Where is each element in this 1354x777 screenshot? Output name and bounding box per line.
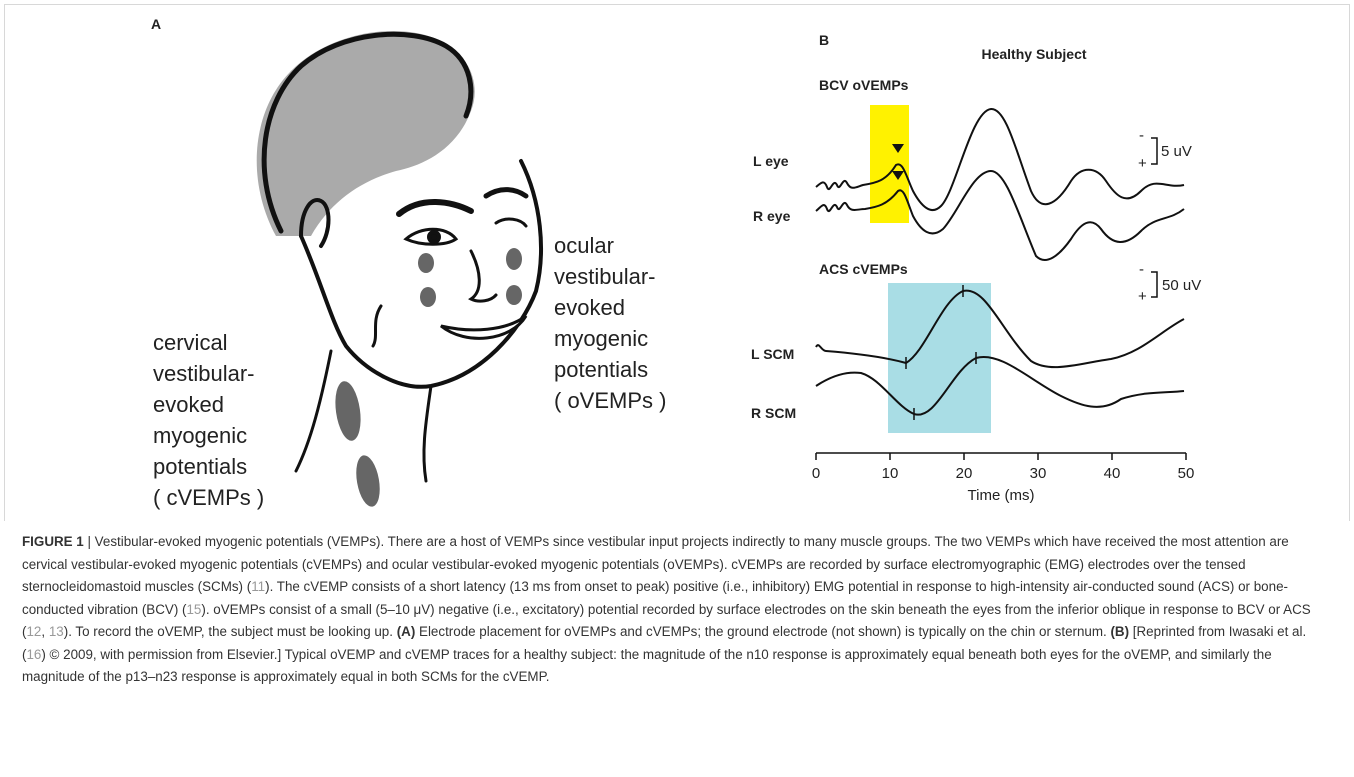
panel-title: Healthy Subject: [981, 46, 1086, 62]
figure-label: FIGURE 1: [22, 534, 84, 549]
highlight-box: [870, 105, 909, 223]
annotation-line: evoked: [153, 392, 224, 417]
annotation-line: myogenic: [554, 326, 648, 351]
x-tick-label: 40: [1104, 465, 1121, 482]
x-tick-label: 10: [882, 465, 899, 482]
face-illustration: [257, 31, 541, 509]
caption-text: ). To record the oVEMP, the subject must…: [64, 624, 397, 639]
annotation-line: vestibular-: [554, 264, 655, 289]
annotation-line: potentials: [153, 454, 247, 479]
trace-label: L SCM: [751, 346, 794, 362]
x-tick-label: 20: [956, 465, 973, 482]
x-tick-label: 30: [1030, 465, 1047, 482]
caption-text: ) © 2009, with permission from Elsevier.…: [22, 647, 1272, 685]
reference[interactable]: 15: [186, 602, 201, 617]
section-title: BCV oVEMPs: [819, 77, 909, 93]
section-title: ACS cVEMPs: [819, 261, 908, 277]
annotation-line: cervical: [153, 330, 228, 355]
scale-sign: +: [1138, 288, 1147, 305]
annotation-line: ( oVEMPs ): [554, 388, 666, 413]
caption: FIGURE 1 | Vestibular-evoked myogenic po…: [22, 531, 1332, 689]
page: A cervical vestibular-evoked myogenic poten…: [0, 0, 1354, 777]
reference[interactable]: 11: [251, 579, 265, 594]
scale-sign: -: [1139, 127, 1144, 144]
trace-label: L eye: [753, 153, 789, 169]
annotation-line: ( cVEMPs ): [153, 485, 264, 510]
annotation-line: vestibular-: [153, 361, 254, 386]
x-tick-label: 0: [812, 465, 820, 482]
annotation-line: myogenic: [153, 423, 247, 448]
caption-text: Electrode placement for oVEMPs and cVEMP…: [415, 624, 1110, 639]
panel-label: A: [151, 16, 161, 32]
reference[interactable]: 13: [49, 624, 64, 639]
panel-ref: (A): [397, 624, 416, 639]
x-axis-label: Time (ms): [968, 487, 1035, 504]
annotation-line: evoked: [554, 295, 625, 320]
scale-bar: [1151, 138, 1157, 297]
trace-label: R SCM: [751, 405, 796, 421]
reference[interactable]: 16: [26, 647, 41, 662]
trace-label: R eye: [753, 208, 791, 224]
caption-text: ,: [41, 624, 48, 639]
scale-label: 5 uV: [1161, 143, 1192, 160]
annotation-line: ocular: [554, 233, 614, 258]
annotation-line: potentials: [554, 357, 648, 382]
scale-sign: -: [1139, 261, 1144, 278]
figure: A cervical vestibular-evoked myogenic poten…: [4, 4, 1350, 521]
scale-sign: +: [1138, 155, 1147, 172]
panel-ref: (B): [1110, 624, 1129, 639]
x-tick-label: 50: [1178, 465, 1195, 482]
panel-label: B: [819, 32, 829, 48]
reference[interactable]: 12: [26, 624, 41, 639]
scale-label: 50 uV: [1162, 277, 1201, 294]
